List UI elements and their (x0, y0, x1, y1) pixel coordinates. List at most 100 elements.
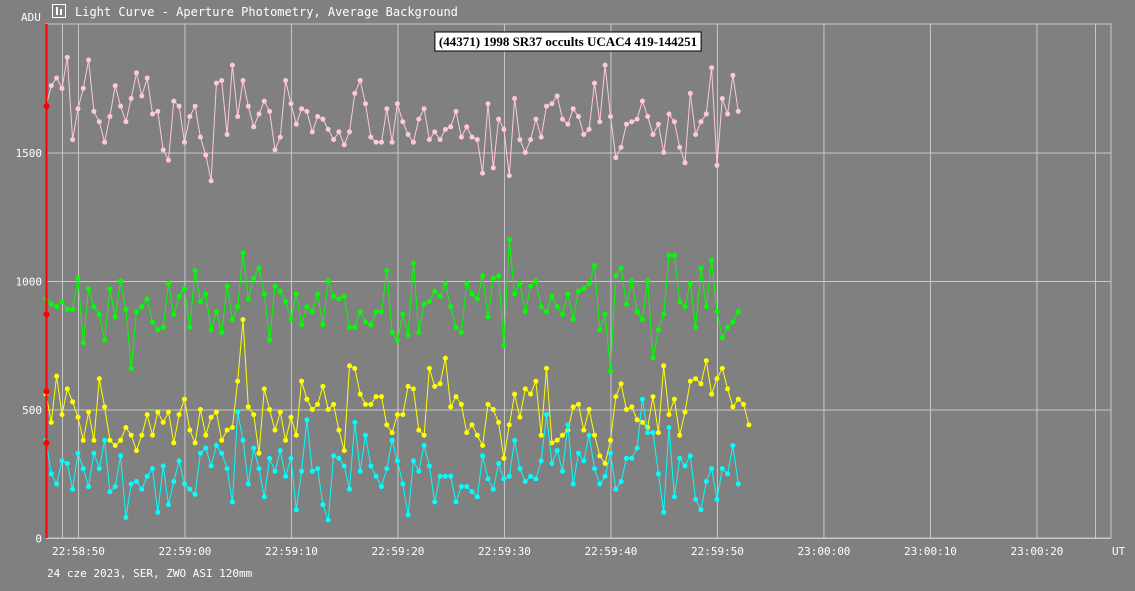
data-point (368, 322, 374, 328)
data-point (102, 437, 108, 443)
data-point (448, 304, 454, 310)
y-tick-label: 500 (22, 404, 42, 417)
data-point (363, 101, 368, 107)
data-point (134, 309, 139, 315)
data-point (155, 409, 161, 415)
data-point (623, 301, 629, 307)
data-point (240, 250, 246, 256)
data-point (661, 363, 667, 369)
data-point (352, 90, 358, 96)
data-point (405, 332, 411, 338)
data-point (432, 383, 438, 389)
data-point (645, 114, 651, 119)
data-point (634, 309, 640, 315)
data-point (373, 473, 379, 479)
data-point (426, 365, 432, 371)
data-point (309, 468, 315, 474)
data-point (453, 394, 459, 400)
data-point (512, 291, 518, 297)
data-point (96, 311, 102, 317)
data-point (171, 98, 177, 104)
data-point (112, 443, 118, 448)
data-point (671, 119, 677, 125)
data-point (581, 427, 587, 433)
data-point (357, 468, 363, 474)
data-point (496, 116, 502, 122)
data-point (554, 304, 560, 310)
data-point (304, 417, 310, 423)
data-point (586, 126, 592, 132)
data-point (102, 139, 108, 145)
data-point (687, 378, 693, 384)
data-point (512, 437, 518, 443)
data-point (70, 399, 76, 405)
data-point (613, 155, 619, 161)
data-point (368, 401, 374, 407)
data-point (432, 129, 438, 135)
data-point (586, 407, 592, 412)
window-title: Light Curve - Aperture Photometry, Avera… (75, 5, 458, 19)
data-point (490, 486, 496, 492)
series-2 (43, 237, 741, 374)
data-point (107, 286, 113, 292)
data-point (730, 72, 736, 78)
data-point (480, 443, 486, 448)
data-point (118, 453, 124, 459)
data-point (267, 108, 273, 114)
data-point (565, 121, 571, 127)
time-cursor[interactable] (43, 24, 50, 538)
y-tick-label: 1500 (16, 147, 43, 160)
data-point (272, 283, 278, 289)
data-point (586, 281, 592, 287)
data-point (528, 391, 534, 397)
data-point (187, 324, 193, 330)
data-point (283, 299, 289, 305)
data-point (288, 455, 294, 461)
data-point (442, 126, 448, 132)
data-point (197, 450, 203, 456)
data-point (357, 391, 363, 397)
data-point (224, 283, 230, 289)
data-point (389, 329, 395, 335)
data-point (634, 445, 640, 451)
data-point (192, 268, 198, 274)
data-point (453, 499, 459, 505)
data-point (581, 286, 587, 292)
data-point (309, 129, 315, 135)
data-point (655, 430, 661, 436)
data-point (128, 432, 134, 438)
data-point (400, 119, 406, 125)
data-point (208, 414, 214, 420)
data-point (368, 463, 374, 469)
data-point (86, 409, 92, 415)
data-point (693, 132, 699, 137)
chart-window-icon[interactable] (52, 4, 66, 18)
data-point (96, 376, 102, 382)
data-point (485, 314, 491, 320)
data-point (70, 137, 76, 143)
data-point (80, 466, 86, 472)
capture-info: 24 cze 2023, SER, ZWO ASI 120mm (47, 567, 253, 580)
data-point (506, 237, 512, 243)
x-tick-label: 23:00:00 (797, 545, 850, 558)
x-tick-label: 22:59:30 (478, 545, 531, 558)
data-point (639, 317, 645, 323)
data-point (277, 288, 283, 294)
data-point (650, 430, 656, 436)
data-point (528, 283, 534, 289)
data-point (64, 461, 70, 466)
data-point (549, 293, 555, 299)
data-point (517, 281, 523, 287)
data-point (517, 466, 523, 472)
data-point (389, 437, 395, 443)
data-point (341, 463, 347, 469)
data-point (602, 473, 608, 479)
data-point (661, 509, 667, 515)
data-point (91, 304, 97, 310)
data-point (304, 108, 310, 114)
data-point (352, 419, 358, 425)
data-point (176, 412, 182, 418)
data-point (379, 139, 384, 145)
data-point (240, 317, 246, 323)
